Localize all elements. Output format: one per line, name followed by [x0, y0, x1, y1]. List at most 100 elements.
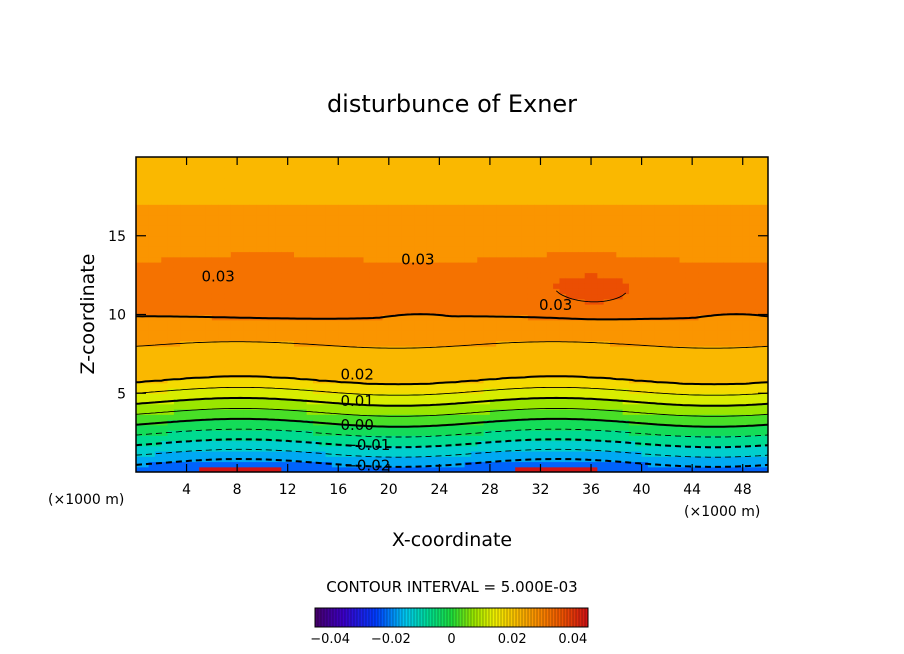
field-cell	[388, 209, 396, 216]
field-cell	[186, 172, 194, 179]
field-cell	[483, 319, 491, 326]
field-cell	[616, 424, 624, 431]
field-cell	[154, 304, 162, 310]
field-cell	[496, 183, 504, 190]
field-cell	[300, 193, 308, 200]
field-cell	[534, 241, 542, 247]
field-cell	[559, 293, 567, 300]
field-cell	[464, 356, 472, 363]
field-cell	[275, 298, 282, 305]
field-cell	[369, 283, 377, 289]
field-cell	[199, 172, 207, 179]
field-cell	[414, 330, 421, 337]
field-cell	[281, 461, 289, 468]
field-cell	[256, 445, 263, 452]
field-cell	[211, 162, 219, 169]
field-cell	[256, 361, 263, 368]
field-cell	[363, 445, 371, 452]
field-cell	[376, 246, 384, 253]
field-cell	[483, 272, 491, 279]
field-cell	[565, 377, 573, 384]
field-cell	[641, 424, 649, 431]
field-cell	[256, 256, 263, 263]
field-cell	[275, 199, 282, 205]
field-cell	[540, 430, 548, 436]
field-cell	[262, 309, 270, 316]
field-cell	[287, 325, 295, 331]
field-cell	[591, 461, 598, 468]
field-cell	[515, 304, 523, 310]
field-cell	[452, 230, 459, 237]
field-cell	[173, 157, 181, 163]
field-cell	[445, 372, 453, 379]
field-cell	[622, 293, 630, 300]
field-cell	[414, 304, 421, 310]
field-cell	[610, 356, 617, 363]
field-cell	[426, 335, 434, 342]
field-cell	[281, 393, 289, 400]
field-cell	[262, 377, 270, 384]
field-cell	[173, 209, 181, 216]
field-cell	[445, 314, 453, 321]
field-cell	[268, 424, 276, 431]
field-cell	[357, 351, 365, 358]
field-cell	[565, 172, 573, 179]
field-cell	[186, 188, 194, 195]
field-cell	[312, 262, 320, 268]
field-cell	[546, 246, 554, 253]
field-cell	[357, 361, 365, 368]
field-cell	[401, 330, 409, 337]
field-cell	[287, 419, 295, 426]
field-cell	[508, 230, 516, 237]
field-cell	[483, 193, 491, 200]
field-cell	[445, 419, 453, 426]
field-cell	[641, 314, 649, 321]
field-cell	[515, 372, 523, 379]
field-cell	[464, 398, 472, 405]
field-cell	[287, 288, 295, 295]
field-cell	[647, 304, 655, 310]
field-cell	[578, 361, 586, 368]
field-cell	[218, 419, 226, 426]
field-cell	[622, 424, 630, 431]
field-cell	[249, 167, 257, 174]
field-cell	[275, 398, 282, 405]
field-cell	[268, 283, 276, 289]
field-cell	[186, 409, 194, 415]
field-cell	[470, 466, 478, 472]
field-cell	[458, 361, 466, 368]
field-cell	[483, 172, 491, 179]
field-cell	[167, 172, 175, 179]
field-cell	[502, 361, 510, 368]
field-cell	[622, 162, 630, 169]
field-cell	[173, 325, 181, 331]
field-cell	[357, 277, 365, 284]
field-cell	[591, 241, 598, 247]
field-cell	[148, 314, 156, 321]
field-cell	[281, 382, 289, 389]
field-cell	[502, 157, 510, 163]
field-cell	[268, 220, 276, 226]
field-cell	[540, 256, 548, 263]
field-cell	[559, 193, 567, 200]
field-cell	[287, 466, 295, 472]
field-cell	[477, 277, 485, 284]
field-cell	[546, 409, 554, 415]
field-cell	[433, 172, 440, 179]
field-cell	[192, 188, 200, 195]
field-cell	[426, 288, 434, 295]
field-cell	[275, 351, 282, 358]
field-cell	[256, 466, 263, 472]
field-cell	[243, 309, 251, 316]
field-cell	[477, 414, 485, 421]
field-cell	[603, 288, 611, 295]
field-cell	[199, 445, 207, 452]
field-cell	[603, 445, 611, 452]
field-cell	[325, 456, 333, 463]
field-cell	[262, 199, 270, 205]
field-cell	[420, 256, 428, 263]
field-cell	[515, 193, 523, 200]
field-cell	[154, 204, 162, 211]
field-cell	[502, 262, 510, 268]
field-cell	[180, 346, 188, 352]
